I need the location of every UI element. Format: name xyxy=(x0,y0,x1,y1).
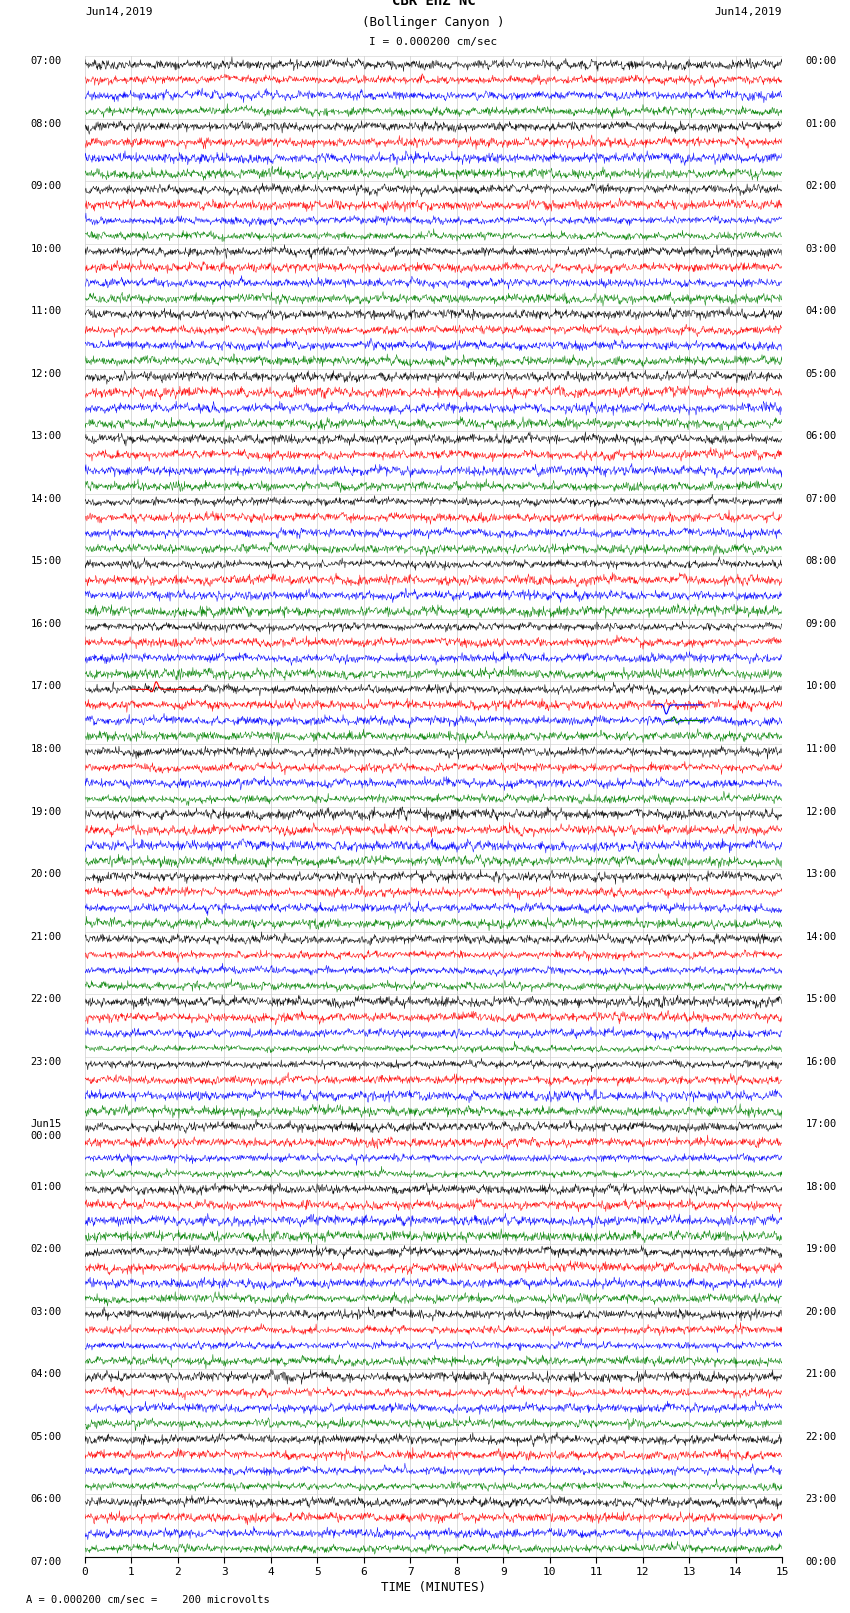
Text: A = 0.000200 cm/sec =    200 microvolts: A = 0.000200 cm/sec = 200 microvolts xyxy=(26,1595,269,1605)
Text: 18:00: 18:00 xyxy=(805,1181,836,1192)
Text: 04:00: 04:00 xyxy=(31,1369,62,1379)
Text: 05:00: 05:00 xyxy=(805,369,836,379)
Text: 07:00: 07:00 xyxy=(31,56,62,66)
Text: 17:00: 17:00 xyxy=(805,1119,836,1129)
Text: 12:00: 12:00 xyxy=(805,806,836,816)
Text: 02:00: 02:00 xyxy=(31,1244,62,1253)
Text: 02:00: 02:00 xyxy=(805,182,836,192)
Text: 22:00: 22:00 xyxy=(31,994,62,1003)
Text: CBR EHZ NC: CBR EHZ NC xyxy=(392,0,475,8)
Text: 01:00: 01:00 xyxy=(805,119,836,129)
Text: 15:00: 15:00 xyxy=(31,556,62,566)
Text: 01:00: 01:00 xyxy=(31,1181,62,1192)
Text: 03:00: 03:00 xyxy=(805,244,836,253)
Text: 00:00: 00:00 xyxy=(805,56,836,66)
Text: I = 0.000200 cm/sec: I = 0.000200 cm/sec xyxy=(370,37,497,47)
Text: Jun15
00:00: Jun15 00:00 xyxy=(31,1119,62,1140)
Text: 13:00: 13:00 xyxy=(31,432,62,442)
Text: (Bollinger Canyon ): (Bollinger Canyon ) xyxy=(362,16,505,29)
Text: 23:00: 23:00 xyxy=(31,1057,62,1066)
Text: 12:00: 12:00 xyxy=(31,369,62,379)
Text: 23:00: 23:00 xyxy=(805,1494,836,1503)
Text: 06:00: 06:00 xyxy=(31,1494,62,1503)
Text: 08:00: 08:00 xyxy=(31,119,62,129)
X-axis label: TIME (MINUTES): TIME (MINUTES) xyxy=(381,1581,486,1594)
Text: 06:00: 06:00 xyxy=(805,432,836,442)
Text: 05:00: 05:00 xyxy=(31,1432,62,1442)
Text: 18:00: 18:00 xyxy=(31,744,62,753)
Text: 13:00: 13:00 xyxy=(805,869,836,879)
Text: 17:00: 17:00 xyxy=(31,682,62,692)
Text: 19:00: 19:00 xyxy=(805,1244,836,1253)
Text: 14:00: 14:00 xyxy=(31,494,62,503)
Text: 20:00: 20:00 xyxy=(805,1307,836,1316)
Text: 14:00: 14:00 xyxy=(805,932,836,942)
Text: 09:00: 09:00 xyxy=(805,619,836,629)
Text: 11:00: 11:00 xyxy=(31,306,62,316)
Text: 16:00: 16:00 xyxy=(805,1057,836,1066)
Text: 07:00: 07:00 xyxy=(31,1557,62,1566)
Text: 19:00: 19:00 xyxy=(31,806,62,816)
Text: 04:00: 04:00 xyxy=(805,306,836,316)
Text: 10:00: 10:00 xyxy=(805,682,836,692)
Text: 08:00: 08:00 xyxy=(805,556,836,566)
Text: Jun14,2019: Jun14,2019 xyxy=(85,8,152,18)
Text: 15:00: 15:00 xyxy=(805,994,836,1003)
Text: 21:00: 21:00 xyxy=(31,932,62,942)
Text: Jun14,2019: Jun14,2019 xyxy=(715,8,782,18)
Text: 16:00: 16:00 xyxy=(31,619,62,629)
Text: 10:00: 10:00 xyxy=(31,244,62,253)
Text: 21:00: 21:00 xyxy=(805,1369,836,1379)
Text: 11:00: 11:00 xyxy=(805,744,836,753)
Text: 03:00: 03:00 xyxy=(31,1307,62,1316)
Text: 20:00: 20:00 xyxy=(31,869,62,879)
Text: 22:00: 22:00 xyxy=(805,1432,836,1442)
Text: 07:00: 07:00 xyxy=(805,494,836,503)
Text: 09:00: 09:00 xyxy=(31,182,62,192)
Text: 00:00: 00:00 xyxy=(805,1557,836,1566)
